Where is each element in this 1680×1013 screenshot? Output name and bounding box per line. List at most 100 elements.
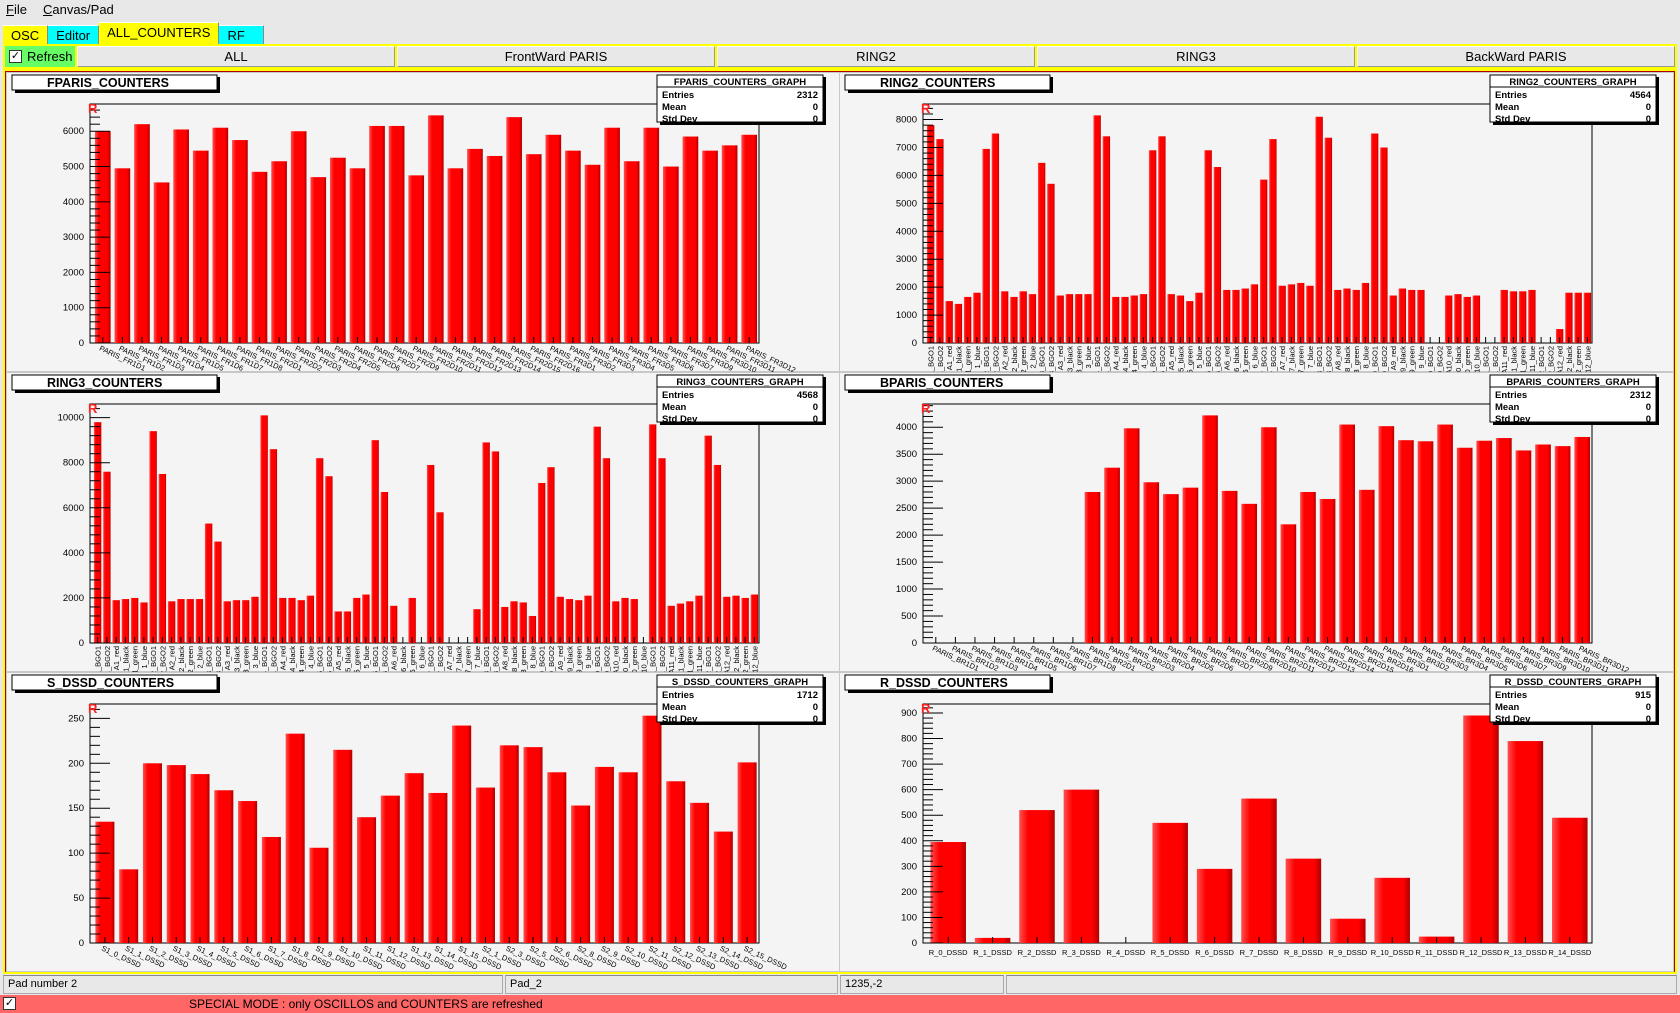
pad-fparis-counters[interactable]: PARIS_FR1D1 PARIS_FR1D2 PARIS_FR1D3 PARIS_F… <box>6 72 841 373</box>
bar <box>1565 292 1573 343</box>
backward-paris-button[interactable]: BackWard PARIS <box>1357 46 1675 67</box>
marker-r: R <box>88 401 98 416</box>
y-tick-label: 900 <box>901 708 917 719</box>
bar <box>427 115 444 343</box>
pad-ring3-counters[interactable]: 1_BGO1 1_BGO2 A1_red 1_black 1_green 1_blue 2_… <box>6 372 841 673</box>
y-tick-label: 100 <box>68 848 84 859</box>
bar <box>1361 282 1370 343</box>
tab-rf[interactable]: RF <box>219 25 265 44</box>
x-tick-label: 10_blue <box>639 646 648 673</box>
stats-value: 0 <box>813 702 818 713</box>
all-button[interactable]: ALL <box>77 46 395 67</box>
bar <box>362 594 370 643</box>
y-tick-label: 2000 <box>896 282 917 293</box>
bar <box>547 467 555 643</box>
y-tick-label: 150 <box>68 803 84 814</box>
bar-chart: 1_BGO1 1_BGO2 A1_red 1_black 1_green 1_blue 2_… <box>11 374 826 673</box>
x-tick-label: A1_red <box>112 646 121 670</box>
menu-canvas-pad[interactable]: Canvas/Pad <box>42 2 114 17</box>
x-tick-label: 8_BGO2 <box>491 646 500 673</box>
stats-value: 0 <box>813 114 818 125</box>
x-tick-label: 7_black <box>1287 346 1296 372</box>
stats-label: Entries <box>662 90 694 101</box>
bar <box>584 595 592 643</box>
x-tick-label: A7_red <box>1278 346 1287 370</box>
refresh-checkbox[interactable]: ✓ Refresh <box>5 46 75 67</box>
x-tick-label: A10_red <box>612 646 621 673</box>
bar <box>278 597 287 643</box>
x-tick-label: 11_green <box>1519 346 1528 373</box>
menu-file[interactable]: File <box>6 2 27 17</box>
pad-s-dssd-counters[interactable]: S1_0_DSSD S1_1_DSSD S1_2_DSSD S1_3_DSSD S1_4… <box>6 672 841 972</box>
bar <box>722 596 731 643</box>
bar <box>1476 440 1493 643</box>
bar <box>166 765 186 943</box>
bar <box>954 303 963 343</box>
stats-label: Mean <box>662 102 686 113</box>
x-tick-label: A4_red <box>279 646 288 670</box>
bar <box>1019 810 1055 943</box>
pad-ring2-counters[interactable]: 1_BGO1 1_BGO2 A1_red 1_black 1_green 1_blue 2_… <box>839 72 1674 373</box>
bar <box>611 601 620 643</box>
status-bar: Pad number 2 Pad_2 1235,-2 <box>0 975 1680 994</box>
bar <box>1463 296 1471 343</box>
bar <box>690 802 710 943</box>
x-tick-label: 12_BGO2 <box>713 646 722 673</box>
x-tick-label: 6_blue <box>417 646 426 669</box>
x-tick-label: A4_red <box>1112 346 1121 370</box>
tab-editor[interactable]: Editor <box>48 25 100 44</box>
canvas-area[interactable]: PARIS_FR1D1 PARIS_FR1D2 PARIS_FR1D3 PARIS_F… <box>5 71 1675 972</box>
x-tick-label: A12_red <box>723 646 732 673</box>
bar <box>1378 426 1395 643</box>
stats-label: Std Dev <box>662 414 698 425</box>
stats-value: 0 <box>813 102 818 113</box>
bar <box>506 117 522 343</box>
x-tick-label: R_5_DSSD <box>1151 948 1190 957</box>
stats-value: 0 <box>1646 414 1651 425</box>
bar <box>963 296 972 343</box>
ring2-button[interactable]: RING2 <box>717 46 1035 67</box>
stats-label: Entries <box>662 690 694 701</box>
bar <box>119 869 139 943</box>
frontward-paris-button[interactable]: FrontWard PARIS <box>397 46 715 67</box>
y-tick-label: 200 <box>901 887 917 898</box>
pad-bparis-counters[interactable]: PARIS_BR1D1 PARIS_BR1D2 PARIS_BR1D3 PARIS_B… <box>839 372 1674 673</box>
tab-osc[interactable]: OSC <box>3 25 49 44</box>
bar <box>685 601 694 643</box>
bar <box>1152 822 1188 943</box>
special-mode-bar: ✓ SPECIAL MODE : only OSCILLOS and COUNT… <box>0 995 1680 1013</box>
x-tick-label: 9_BGO2 <box>1380 346 1389 373</box>
bar <box>241 600 250 643</box>
bar <box>1259 179 1268 343</box>
stats-value: 2312 <box>797 90 818 101</box>
bar <box>1222 289 1231 343</box>
x-tick-label: A12_red <box>1556 346 1565 373</box>
bar <box>741 134 758 343</box>
bar <box>1528 289 1536 343</box>
x-tick-label: 5_black <box>343 646 352 672</box>
bar <box>269 449 278 643</box>
bar <box>380 795 400 943</box>
y-tick-label: 2000 <box>896 530 917 541</box>
tab-all-counters[interactable]: ALL_COUNTERS <box>99 22 220 44</box>
bar <box>1084 491 1101 643</box>
bar <box>452 725 472 943</box>
x-tick-label: 10_BGO1 <box>1426 346 1435 373</box>
bar <box>173 129 189 343</box>
checkbox-checked-icon[interactable]: ✓ <box>9 50 22 63</box>
stats-title: BPARIS_COUNTERS_GRAPH <box>1506 377 1640 388</box>
y-tick-label: 2000 <box>63 593 84 604</box>
pad-r-dssd-counters[interactable]: R_0_DSSD R_1_DSSD R_2_DSSD R_3_DSSD R_4_DSSD… <box>839 672 1674 972</box>
marker-r: R <box>921 101 931 116</box>
bar <box>1102 136 1111 343</box>
bar <box>309 847 329 943</box>
x-tick-label: R_0_DSSD <box>929 948 968 957</box>
x-tick-label: R_4_DSSD <box>1106 948 1145 957</box>
bar <box>1417 441 1434 643</box>
x-tick-label: 9_green <box>1408 346 1417 373</box>
bar <box>349 168 366 343</box>
x-tick-label: 8_green <box>1352 346 1361 373</box>
special-mode-checkbox[interactable]: ✓ <box>3 997 16 1010</box>
bar <box>130 597 139 643</box>
ring3-button[interactable]: RING3 <box>1037 46 1355 67</box>
